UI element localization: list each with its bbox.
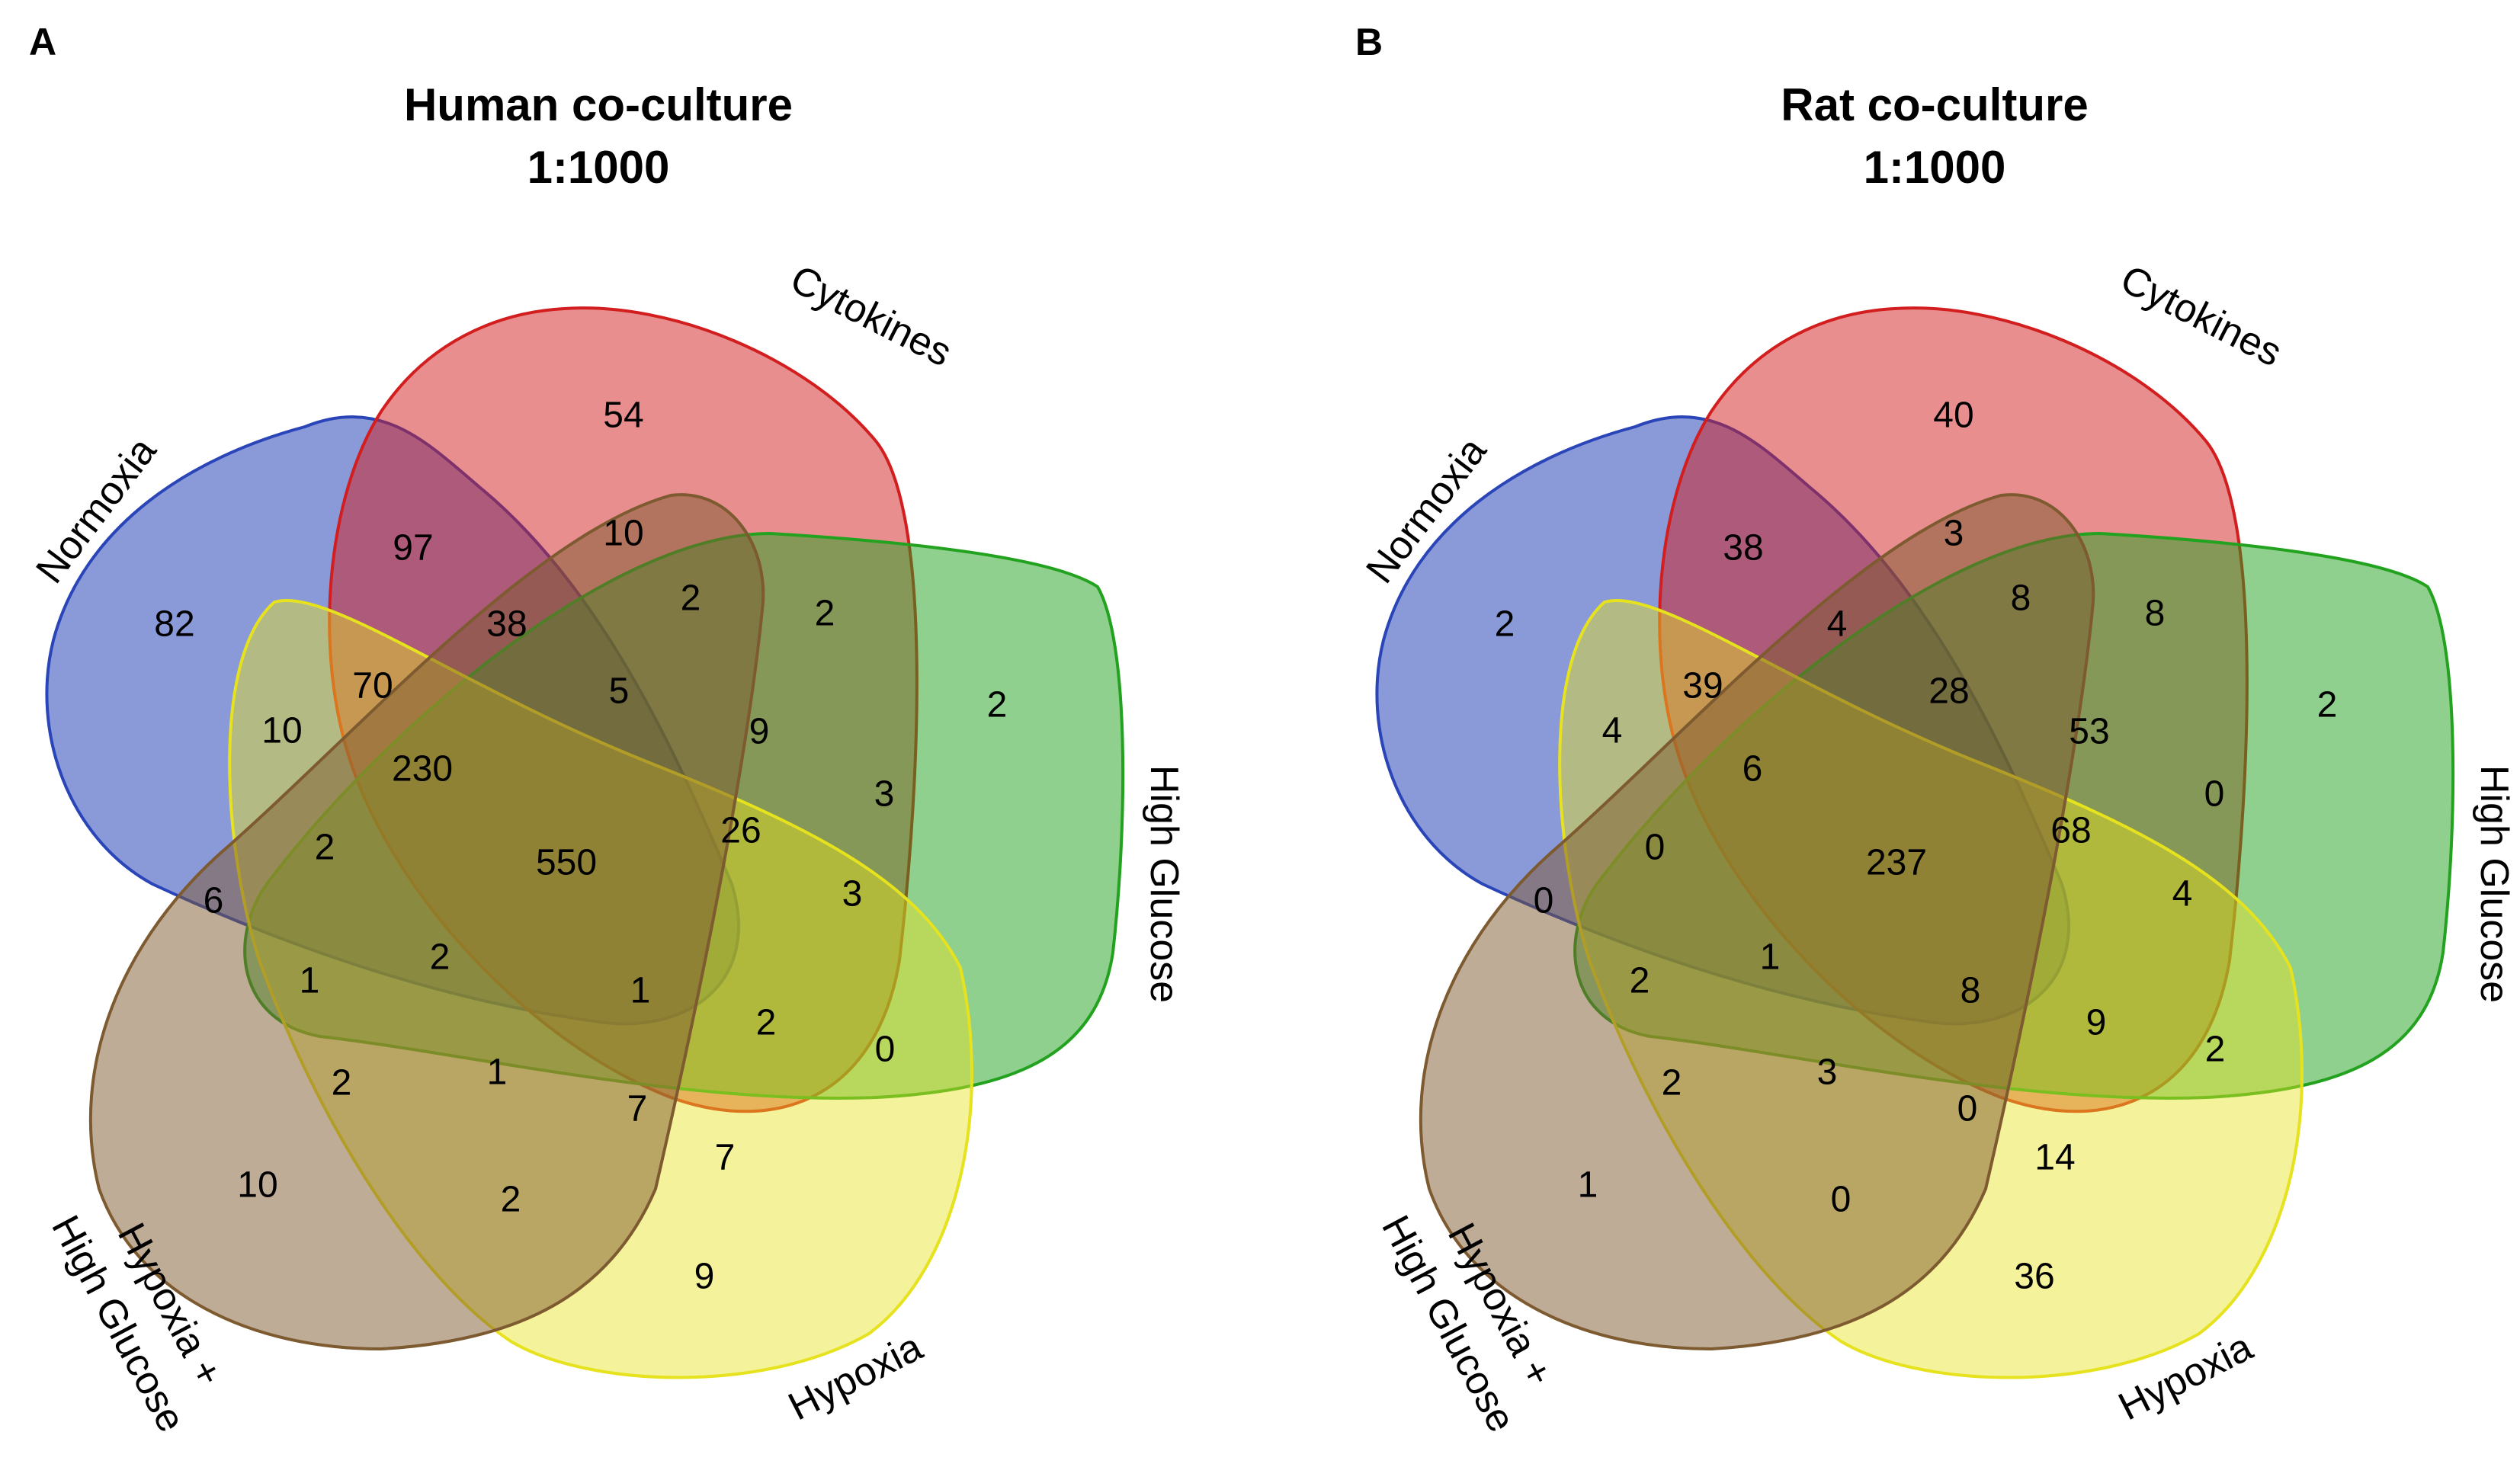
region-count: 2: [756, 1003, 777, 1043]
region-count: 2: [1495, 604, 1515, 645]
panel-b-title-line2: 1:1000: [1864, 142, 2006, 193]
region-count: 10: [261, 711, 302, 751]
region-count: 550: [536, 843, 597, 883]
region-count: 9: [694, 1257, 715, 1297]
region-count: 6: [204, 881, 224, 921]
region-count: 230: [392, 749, 453, 790]
region-count: 14: [2034, 1138, 2075, 1178]
region-count: 2: [681, 578, 701, 619]
region-count: 4: [2172, 874, 2193, 915]
region-count: 3: [842, 874, 863, 915]
region-count: 4: [1602, 711, 1623, 751]
hypoxia-high-glucose-set: [1419, 493, 2095, 1351]
panel-a-title-line2: 1:1000: [527, 142, 670, 193]
region-count: 2: [1662, 1063, 1682, 1104]
region-count: 10: [237, 1165, 277, 1206]
hypoxia-high-glucose-set: [88, 493, 765, 1351]
region-count: 1: [300, 961, 320, 1001]
region-count: 237: [1866, 843, 1927, 883]
label-cytokines: Cytokines: [2114, 257, 2289, 375]
region-count: 53: [2069, 712, 2109, 752]
region-count: 1: [630, 971, 651, 1011]
panel-b-counts: 40 38 2 3 4 8 8 39 28 53 4 2 0 6 68 0 0 …: [1495, 396, 2338, 1297]
region-count: 28: [1928, 671, 1969, 712]
region-count: 2: [815, 594, 835, 634]
region-count: 8: [2145, 594, 2166, 634]
region-count: 70: [352, 666, 393, 706]
region-count: 7: [715, 1138, 736, 1178]
region-count: 2: [501, 1180, 521, 1220]
region-count: 2: [430, 937, 450, 978]
region-count: 8: [2011, 578, 2031, 619]
panel-b-title-line1: Rat co-culture: [1781, 79, 2088, 130]
region-count: 7: [627, 1089, 648, 1129]
label-cytokines: Cytokines: [784, 257, 959, 375]
region-count: 1: [1578, 1165, 1598, 1206]
region-count: 3: [1944, 514, 1964, 554]
region-count: 2: [315, 828, 335, 868]
region-count: 2: [2205, 1030, 2226, 1070]
region-count: 0: [875, 1030, 896, 1070]
region-count: 26: [720, 811, 761, 851]
region-count: 2: [1630, 961, 1650, 1001]
region-count: 2: [332, 1063, 352, 1104]
region-count: 38: [486, 604, 527, 645]
region-count: 36: [2014, 1257, 2054, 1297]
region-count: 68: [2050, 811, 2091, 851]
region-count: 9: [2086, 1003, 2107, 1043]
region-count: 0: [2204, 774, 2225, 815]
panel-a-letter: A: [29, 21, 56, 63]
region-count: 3: [1817, 1052, 1838, 1093]
panel-b-letter: B: [1355, 21, 1383, 63]
panel-a-title-line1: Human co-culture: [404, 79, 793, 130]
region-count: 0: [1645, 828, 1666, 868]
region-count: 1: [1760, 937, 1781, 978]
region-count: 40: [1933, 396, 1973, 436]
panel-a: A Human co-culture 1:1000 Cytokines Norm…: [27, 21, 1186, 1439]
panel-a-counts: 54 97 82 10 38 2 2 70 230 5 9 10 3 2 26 …: [154, 396, 1007, 1297]
region-count: 2: [987, 685, 1008, 726]
region-count: 5: [609, 671, 630, 712]
label-high-glucose: High Glucose: [2472, 765, 2516, 1003]
label-high-glucose: High Glucose: [1142, 765, 1186, 1003]
region-count: 54: [603, 396, 643, 436]
region-count: 82: [154, 604, 194, 645]
region-count: 0: [1957, 1089, 1978, 1129]
region-count: 3: [874, 774, 895, 815]
region-count: 6: [1743, 749, 1763, 790]
region-count: 38: [1723, 528, 1763, 569]
region-count: 39: [1682, 666, 1723, 706]
region-count: 97: [393, 528, 433, 569]
region-count: 4: [1827, 604, 1848, 645]
region-count: 0: [1831, 1180, 1852, 1220]
panel-b: B Rat co-culture 1:1000 Cytokines Normox…: [1355, 21, 2516, 1439]
region-count: 2: [2317, 685, 2338, 726]
region-count: 1: [487, 1052, 508, 1093]
region-count: 9: [749, 712, 770, 752]
region-count: 8: [1961, 971, 1981, 1011]
region-count: 0: [1534, 881, 1554, 921]
region-count: 10: [603, 514, 643, 554]
panel-b-diagram: Cytokines Normoxia High Glucose Hypoxia …: [1358, 257, 2516, 1439]
